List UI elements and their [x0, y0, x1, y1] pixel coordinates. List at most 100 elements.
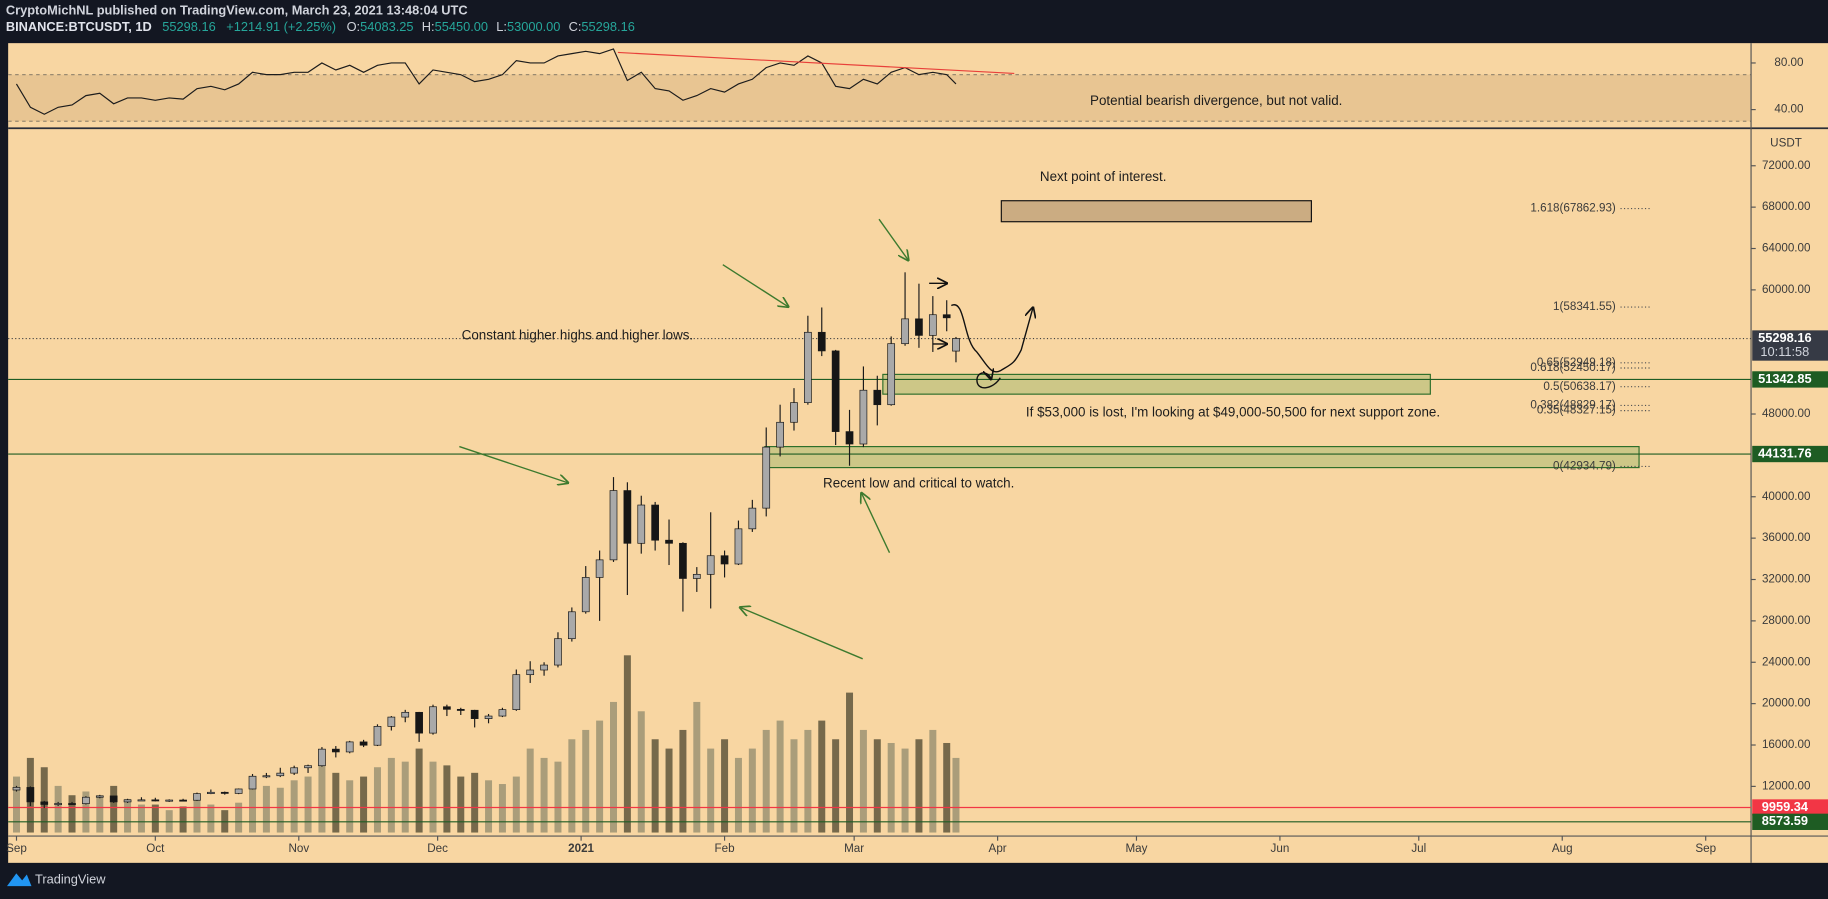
volume-bar — [276, 787, 284, 833]
candle-body — [179, 799, 187, 802]
volume-bar — [901, 748, 909, 833]
candle-body — [873, 389, 882, 406]
volume-bar — [68, 795, 76, 833]
candle-body — [429, 706, 437, 734]
candle-body — [679, 542, 687, 579]
x-tick-label: May — [1125, 842, 1147, 855]
candle-body — [942, 314, 951, 319]
volume-bar — [54, 785, 62, 833]
fib-label: 0.65(52949.18) — [1537, 356, 1616, 369]
volume-bar — [859, 729, 867, 833]
trendline — [617, 51, 1015, 75]
price-label-box — [1752, 799, 1828, 816]
candle-body — [762, 446, 771, 509]
candle-body — [790, 402, 798, 423]
volume-bar — [401, 761, 409, 833]
change: +1214.91 (+2.25%) — [226, 19, 336, 34]
volume-bar — [846, 692, 854, 833]
fib-label: 0.5(50638.17) — [1543, 380, 1616, 393]
candle-body — [952, 338, 960, 352]
volume-bar — [249, 776, 257, 833]
candle-body — [26, 787, 35, 803]
candle-body — [470, 709, 479, 719]
candle-body — [720, 555, 729, 565]
arrow — [740, 607, 863, 660]
publish-line: CryptoMichNL published on TradingView.co… — [6, 3, 468, 18]
price-label: 8573.59 — [1762, 813, 1808, 828]
annotation: Recent low and critical to watch. — [823, 475, 1014, 490]
volume-bar — [124, 798, 132, 833]
candle-body — [401, 711, 410, 718]
volume-bar — [665, 748, 673, 833]
candle-body — [373, 726, 382, 746]
y-tick-label: 80.00 — [1774, 56, 1804, 69]
volume-bar — [290, 780, 298, 833]
volume-bar — [429, 761, 437, 833]
volume-bar — [457, 776, 465, 833]
candle-body — [845, 431, 854, 445]
candle-body — [318, 748, 326, 767]
price-label: 51342.85 — [1758, 371, 1811, 386]
candle-body — [262, 775, 271, 778]
volume-bar — [554, 761, 562, 833]
volume-bar — [679, 729, 687, 833]
y-tick-label: 20000.00 — [1762, 697, 1811, 710]
volume-bar — [582, 729, 590, 833]
candle-body — [637, 504, 646, 544]
rsi-line — [15, 48, 957, 115]
candle-body — [776, 421, 784, 448]
candle-body — [859, 389, 868, 445]
candle-body — [234, 788, 243, 794]
volume-bar — [40, 767, 48, 833]
candle-body — [498, 709, 507, 717]
x-tick-label: Oct — [146, 842, 165, 855]
candle-body — [290, 767, 299, 774]
candle-body — [581, 577, 590, 613]
zone — [882, 373, 1431, 395]
countdown: 10:11:58 — [1760, 344, 1809, 359]
volume-bar — [137, 804, 145, 833]
candle-body — [151, 799, 160, 802]
ohlc-label: H: — [422, 19, 435, 34]
volume-bar — [151, 804, 159, 833]
volume-bar — [304, 776, 312, 833]
annotation: Potential bearish divergence, but not va… — [1090, 93, 1342, 108]
annotation: Next point of interest. — [1040, 169, 1167, 184]
volume-bar — [110, 785, 118, 833]
volume-bar — [651, 739, 659, 833]
footer-logo: TradingView — [6, 872, 106, 887]
arrow — [459, 445, 567, 483]
y-tick-label: 40.00 — [1774, 103, 1804, 116]
volume-bar — [952, 757, 960, 833]
price-label-box — [1752, 813, 1828, 830]
volume-bar — [373, 767, 381, 833]
x-tick-label: Mar — [844, 842, 864, 855]
volume-bar — [540, 757, 548, 833]
candle-body — [915, 318, 923, 336]
candle-body — [748, 507, 757, 530]
price-label-box — [1752, 445, 1828, 463]
volume-bar — [873, 739, 881, 833]
y-tick-label: 68000.00 — [1762, 200, 1811, 213]
arrow — [722, 264, 788, 307]
x-tick-label: Aug — [1552, 842, 1573, 855]
current-price-label: 55298.16 — [1758, 330, 1811, 345]
y-tick-label: 28000.00 — [1762, 614, 1811, 627]
fib-label: 1(58341.55) — [1553, 300, 1616, 313]
volume-bar — [734, 757, 742, 833]
volume-bar — [96, 795, 104, 833]
candle-body — [165, 799, 174, 802]
logo-icon — [6, 873, 32, 887]
volume-bar — [512, 776, 520, 833]
volume-bar — [887, 742, 895, 833]
candle-body — [554, 638, 562, 666]
candle-body — [109, 795, 118, 803]
x-tick-label: Sep — [6, 842, 27, 855]
volume-bar — [610, 701, 617, 833]
fib-label: 0.618(52450.17) — [1530, 361, 1616, 374]
volume-bar — [929, 729, 937, 833]
y-tick-label: 32000.00 — [1762, 573, 1811, 586]
candle-body — [512, 674, 521, 710]
price-label: 9959.34 — [1762, 799, 1809, 814]
